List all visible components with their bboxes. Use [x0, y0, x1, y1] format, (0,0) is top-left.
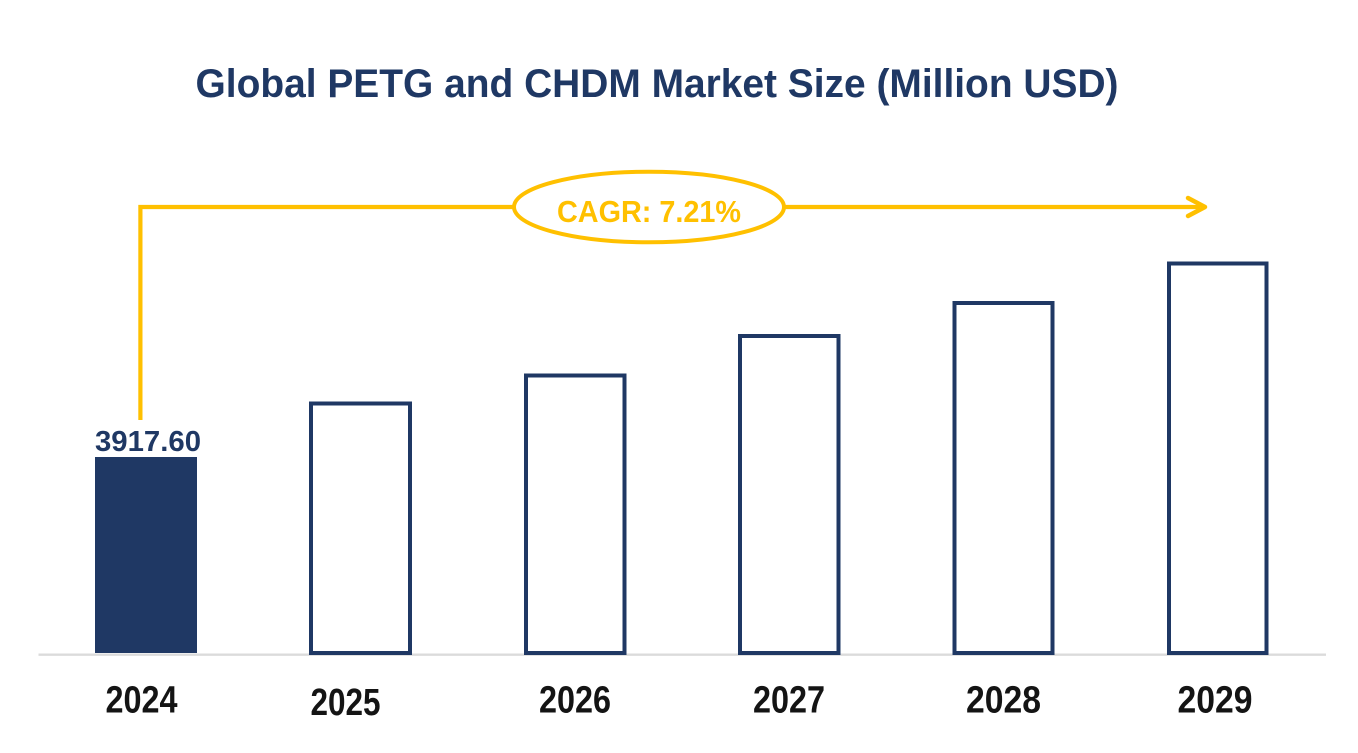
svg-text:3917.60: 3917.60	[95, 426, 201, 458]
svg-text:2024: 2024	[106, 680, 178, 722]
svg-text:CAGR: 7.21%: CAGR: 7.21%	[557, 194, 741, 229]
svg-text:2028: 2028	[966, 680, 1041, 722]
svg-text:Global PETG and CHDM Market Si: Global PETG and CHDM Market Size (Millio…	[196, 62, 1119, 106]
svg-text:2025: 2025	[311, 682, 381, 724]
svg-text:2026: 2026	[539, 680, 611, 722]
svg-text:2029: 2029	[1178, 680, 1253, 722]
svg-text:2027: 2027	[753, 680, 825, 722]
